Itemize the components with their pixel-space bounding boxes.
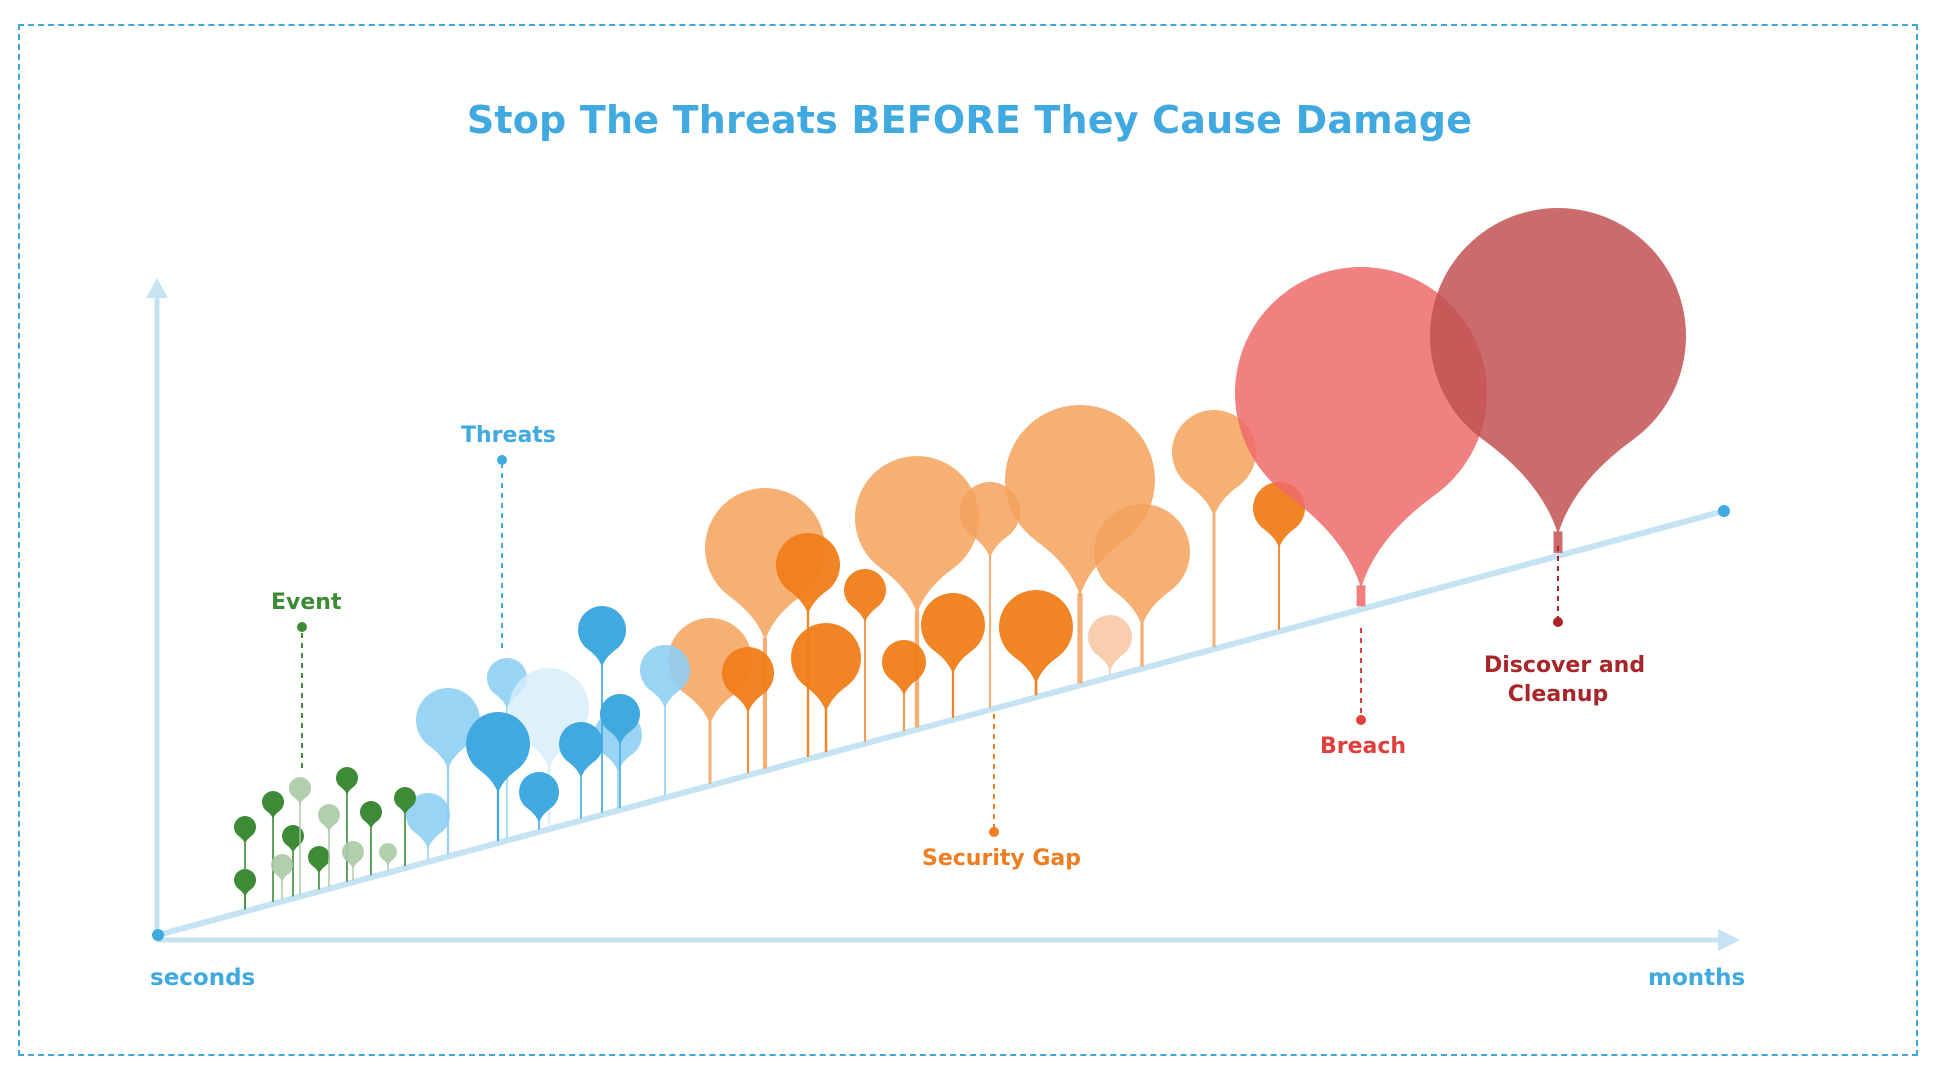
gap-balloon-5 <box>921 593 985 675</box>
gap-balloon-light-4 <box>959 482 1021 559</box>
axis-label-months: months <box>1648 965 1746 991</box>
gap-balloon-light-1 <box>705 488 825 641</box>
threat-balloon-light-2 <box>487 658 527 709</box>
timeline-end-dot <box>1718 505 1730 517</box>
gap-balloon-pale <box>1088 614 1133 672</box>
label-event: Event <box>271 590 342 615</box>
timeline-line <box>157 508 1725 938</box>
breach-dot <box>1356 715 1366 725</box>
event-balloon-5 <box>308 846 330 875</box>
gap-balloon-2 <box>843 569 887 623</box>
discover-dot <box>1553 617 1563 627</box>
axis-label-seconds: seconds <box>150 965 256 991</box>
breach-balloon <box>1235 267 1488 589</box>
gap-balloon-6 <box>998 590 1073 685</box>
event-balloon-light-4 <box>271 853 293 883</box>
label-discover-line1: Discover and <box>1484 653 1646 678</box>
event-balloon-1 <box>234 816 256 845</box>
label-discover-line2: Cleanup <box>1507 682 1609 707</box>
event-balloon-light-3 <box>342 840 365 870</box>
threat-balloon-4 <box>578 606 626 668</box>
x-axis-arrow <box>1718 929 1740 951</box>
timeline-start-dot <box>152 929 164 941</box>
label-threats: Threats <box>461 423 556 448</box>
diagram-title: Stop The Threats BEFORE They Cause Damag… <box>466 98 1473 142</box>
threat-balloon-light-1 <box>416 688 480 770</box>
gap-balloon-8 <box>722 647 775 714</box>
threat-balloon-3 <box>559 722 604 779</box>
event-balloon-6 <box>336 766 359 796</box>
event-dot <box>297 622 307 632</box>
event-balloon-3 <box>262 790 284 820</box>
gap-balloon-light-3 <box>855 455 979 615</box>
gap-balloon-light-2 <box>668 618 752 726</box>
threat-balloon-5 <box>599 694 640 745</box>
gap-balloon-1 <box>776 533 840 615</box>
dashed-frame <box>18 24 1918 1056</box>
event-balloon-7 <box>360 800 382 830</box>
threat-balloon-pale <box>509 667 589 770</box>
gap-balloon-3 <box>791 623 861 713</box>
gap-balloon-light-5 <box>1004 405 1155 597</box>
label-discover-cleanup: Discover and Cleanup <box>1484 651 1646 709</box>
event-balloon-8 <box>393 786 417 816</box>
threats-dot <box>497 455 507 465</box>
label-security-gap: Security Gap <box>922 846 1082 871</box>
threat-balloon-1 <box>466 712 530 794</box>
discover-balloon <box>1430 208 1686 535</box>
label-breach: Breach <box>1320 734 1407 759</box>
event-balloon-4 <box>282 824 304 854</box>
security-gap-dot <box>989 827 999 837</box>
event-balloon-light-5 <box>379 842 397 866</box>
gap-balloon-4 <box>882 640 927 697</box>
threat-balloon-light-3 <box>639 644 690 709</box>
event-balloon-light-1 <box>289 777 311 806</box>
gap-balloon-light-7 <box>1172 410 1256 518</box>
threat-balloon-2 <box>519 772 559 823</box>
y-axis-arrow <box>146 278 168 298</box>
threat-balloon-light-5 <box>406 793 450 850</box>
gap-balloon-light-6 <box>1094 504 1190 627</box>
event-balloon-light-2 <box>318 803 340 833</box>
event-balloon-2 <box>234 868 256 898</box>
